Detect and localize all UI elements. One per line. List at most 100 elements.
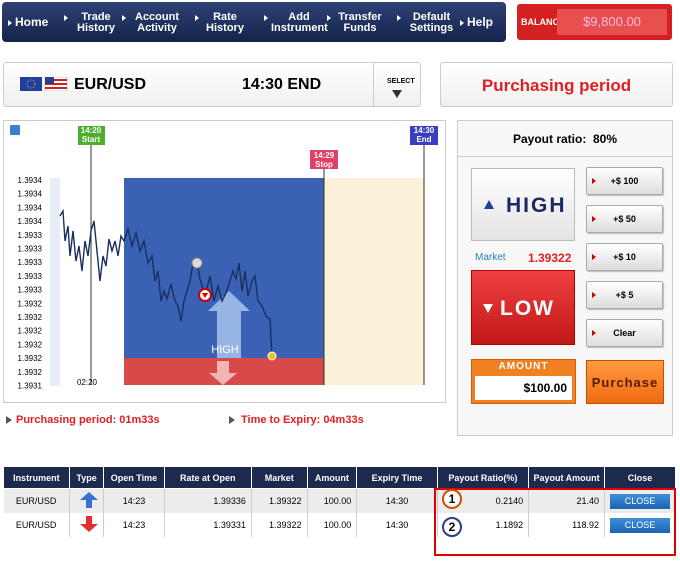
price-line	[59, 208, 273, 357]
increment-button[interactable]: +$ 5	[586, 281, 663, 309]
y-tick-label: 1.3934	[18, 176, 43, 185]
y-axis: 1.3934 1.3934 1.3934 1.3934 1.3933 1.3933 1.39…	[18, 176, 43, 391]
y-tick-label: 1.3932	[18, 354, 43, 363]
increment-button[interactable]: +$ 100	[586, 167, 663, 195]
amount-label: AMOUNT	[498, 361, 549, 372]
cell: 1.39336	[164, 488, 252, 513]
nav-item[interactable]: Transfer Funds	[327, 12, 386, 34]
purchase-button[interactable]: Purchase	[586, 360, 664, 404]
y-tick-label: 1.3932	[18, 340, 43, 349]
balance-label: BALANCE	[521, 17, 565, 27]
nav-item[interactable]: Account Activity	[122, 12, 185, 34]
y-tick-label: 1.3932	[18, 327, 43, 336]
nav-item[interactable]: Default Settings	[397, 12, 459, 34]
clear-button[interactable]: Clear	[586, 319, 663, 347]
select-arrow	[392, 90, 402, 98]
column-header: Payout Ratio(%)	[436, 466, 530, 489]
column-header: Instrument	[3, 466, 70, 489]
end-tag	[410, 126, 438, 145]
stop-tag	[310, 150, 338, 169]
increment-button[interactable]: +$ 50	[586, 205, 663, 233]
y-tick-label: 1.3934	[18, 190, 43, 199]
select-label: SELECT	[387, 78, 415, 85]
column-header: Rate at Open	[163, 466, 252, 489]
nav-item[interactable]: Help	[460, 16, 493, 28]
end-label: End	[416, 135, 431, 144]
y-tick-label: 1.3934	[18, 203, 43, 212]
down-arrow	[80, 516, 99, 532]
high-text: HIGH	[506, 194, 567, 217]
end-time: 14:30	[414, 126, 435, 135]
low-text: LOW	[500, 297, 555, 320]
history-strip	[50, 178, 60, 386]
high-button[interactable]: HIGH	[471, 168, 575, 241]
cell: 1.39322	[251, 513, 308, 537]
expiry-zone	[324, 178, 424, 385]
high-arrow	[208, 291, 250, 358]
y-tick-label: 1.3933	[18, 272, 43, 281]
current-marker	[267, 351, 277, 361]
cell: 14:30	[356, 513, 438, 537]
nav-item[interactable]: Rate History	[195, 12, 248, 34]
y-tick-label: 1.3933	[18, 231, 43, 240]
cell: 100.00	[307, 488, 358, 513]
y-tick-label: 1.3932	[18, 368, 43, 377]
instrument-box: EUR/USD 14:30 END SELECT	[3, 62, 421, 107]
type-cell	[69, 513, 105, 537]
cell: 14:23	[103, 513, 165, 537]
y-tick-label: 1.3933	[18, 286, 43, 295]
status: Purchasing period	[440, 62, 673, 107]
start-tag	[78, 126, 105, 145]
column-header: Type	[68, 466, 105, 489]
select-button[interactable]: SELECT	[373, 63, 421, 106]
up-arrow	[80, 492, 99, 508]
nav-item[interactable]: Trade History	[64, 12, 121, 34]
balance-value: $9,800.00	[557, 9, 667, 35]
positions-table: Instrument Type Open Time Rate at Open M…	[3, 466, 676, 537]
close-button[interactable]: CLOSE	[610, 493, 670, 509]
cell: 14:30	[356, 488, 438, 513]
cell: 100.00	[307, 513, 358, 537]
column-header: Payout Amount	[528, 466, 605, 489]
cell: 21.40	[528, 488, 605, 513]
cell: EUR/USD	[3, 513, 70, 537]
y-tick-label: 1.3932	[18, 299, 43, 308]
y-tick-label: 1.3933	[18, 258, 43, 267]
start-time: 14:20	[81, 126, 102, 135]
close-button[interactable]: CLOSE	[610, 517, 670, 533]
column-header: Amount	[306, 466, 358, 489]
cell: 118.92	[528, 513, 605, 537]
nav-item[interactable]: Add Instrument	[264, 12, 328, 34]
y-tick-label: 1.3932	[18, 313, 43, 322]
column-header: Market	[250, 466, 308, 489]
highlight-box	[434, 488, 676, 556]
start-label: Start	[82, 135, 101, 144]
cell: 14:23	[103, 488, 165, 513]
cell: EUR/USD	[3, 488, 70, 513]
column-header: Close	[604, 466, 676, 489]
cell: 1.39331	[164, 513, 252, 537]
nav-bar: Home Trade History Account Activity Rate…	[2, 2, 506, 42]
y-tick-label: 1.3933	[18, 245, 43, 254]
increment-button[interactable]: +$ 10	[586, 243, 663, 271]
chart-panel: HIGH 14:20 Start 14:29 Stop 14:30 End 1.…	[3, 120, 446, 403]
stop-time: 14:29	[314, 151, 335, 160]
type-cell	[69, 488, 105, 513]
annotation-marker: 2	[442, 517, 462, 537]
high-zone-label: HIGH	[211, 344, 239, 356]
flags	[20, 77, 68, 91]
nav-item[interactable]: Home	[8, 16, 48, 28]
trade-panel: Payout ratio: 80% HIGH Market 1.39322 LO…	[457, 120, 673, 436]
low-arrow	[209, 361, 237, 385]
entry-marker	[191, 257, 203, 269]
low-button[interactable]: LOW	[471, 270, 575, 345]
x-tick-label: 02:20	[77, 378, 98, 387]
column-header: Open Time	[103, 466, 165, 489]
price-chart: HIGH 14:20 Start 14:29 Stop 14:30 End 1.…	[10, 125, 438, 391]
timer-text: Purchasing period: 01m33s	[16, 414, 160, 426]
amount-value[interactable]: $100.00	[475, 376, 572, 400]
instrument-name: EUR/USD	[74, 76, 147, 93]
column-header: Expiry Time	[356, 466, 438, 489]
purchasing-timer: Purchasing period: 01m33s	[6, 414, 160, 426]
expiry-time: 14:30 END	[242, 76, 322, 93]
